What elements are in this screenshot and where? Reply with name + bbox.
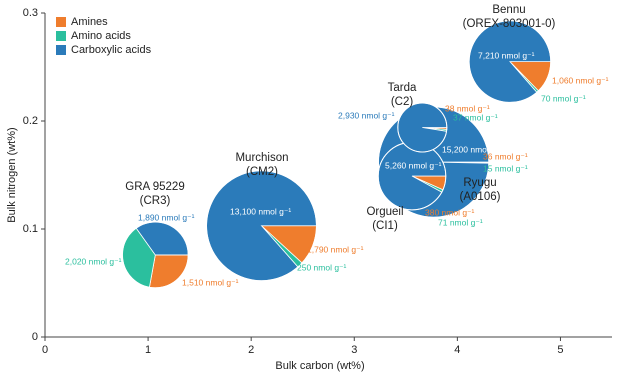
value-label: 380 nmol g⁻¹ [425,207,475,217]
pie [121,221,189,289]
point-name: Tarda [388,82,417,94]
y-tick-label: 0.1 [23,223,38,235]
value-label: 38 nmol g⁻¹ [445,103,490,113]
point-subname: (A0106) [460,191,501,203]
value-label: 1,510 nmol g⁻¹ [182,277,239,287]
legend-swatch [56,45,66,55]
pie [377,141,447,211]
point-subname: (CM2) [246,166,278,178]
x-axis-label: Bulk carbon (wt%) [275,360,364,372]
value-label: 15 nmol g⁻¹ [483,163,528,173]
value-label: 37 nmol g⁻¹ [453,112,498,122]
x-tick-label: 1 [145,344,151,356]
pie [397,102,448,153]
value-label: 13,100 nmol g⁻¹ [230,206,291,216]
legend-swatch [56,31,66,41]
pie-center [121,221,189,289]
point-name: Murchison [235,152,288,164]
legend-label: Carboxylic acids [71,44,152,56]
value-label: 7,210 nmol g⁻¹ [478,50,535,60]
point-name: GRA 95229 [125,181,184,193]
x-tick-label: 2 [248,344,254,356]
legend-label: Amino acids [71,30,131,42]
legend-swatch [56,17,66,27]
pie-center [468,20,552,103]
value-label: 15,200 nmol g⁻¹ [442,144,503,154]
value-label: 250 nmol g⁻¹ [297,262,347,272]
point-subname: (CR3) [140,195,171,207]
x-tick-label: 4 [454,344,460,356]
x-tick-label: 3 [351,344,357,356]
y-tick-label: 0.2 [23,115,38,127]
y-axis-label: Bulk nitrogen (wt%) [6,127,18,222]
value-label: 5,260 nmol g⁻¹ [385,160,442,170]
point-name: Orgueil [366,206,403,218]
value-label: 36 nmol g⁻¹ [483,151,528,161]
value-label: 1,060 nmol g⁻¹ [552,75,609,85]
point-name: Bennu [492,4,525,16]
pie-center [205,170,317,282]
value-label: 1,790 nmol g⁻¹ [307,244,364,254]
point-subname: (OREX-803001-0) [463,18,556,30]
pie [205,170,317,282]
legend-label: Amines [71,16,108,28]
y-tick-label: 0.3 [23,7,38,19]
x-tick-label: 0 [42,344,48,356]
pie [468,20,552,103]
x-tick-label: 5 [557,344,563,356]
pie-center [397,102,448,153]
point-subname: (C2) [391,96,414,108]
value-label: 2,930 nmol g⁻¹ [338,110,395,120]
point-name: Ryugu [463,177,496,189]
point-subname: (CI1) [372,220,398,232]
y-tick-label: 0 [32,331,38,343]
value-label: 71 nmol g⁻¹ [438,217,483,227]
value-label: 2,020 nmol g⁻¹ [65,256,122,266]
value-label: 1,890 nmol g⁻¹ [138,212,195,222]
value-label: 70 nmol g⁻¹ [541,93,586,103]
